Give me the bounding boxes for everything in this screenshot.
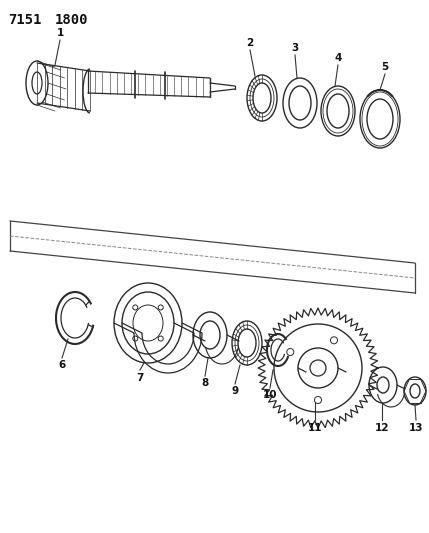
Text: 3: 3 <box>291 43 299 53</box>
Text: 7151: 7151 <box>8 13 42 27</box>
Text: 8: 8 <box>201 378 208 388</box>
Text: 13: 13 <box>409 423 423 433</box>
Text: 11: 11 <box>308 423 322 433</box>
Text: 1: 1 <box>56 28 63 38</box>
Text: 2: 2 <box>246 38 254 48</box>
Text: 12: 12 <box>375 423 389 433</box>
Text: 7: 7 <box>136 373 144 383</box>
Text: 4: 4 <box>334 53 341 63</box>
Text: 9: 9 <box>231 386 239 396</box>
Text: 1800: 1800 <box>55 13 88 27</box>
Text: 5: 5 <box>381 62 389 72</box>
Text: 10: 10 <box>263 390 277 400</box>
Text: 6: 6 <box>58 360 66 370</box>
